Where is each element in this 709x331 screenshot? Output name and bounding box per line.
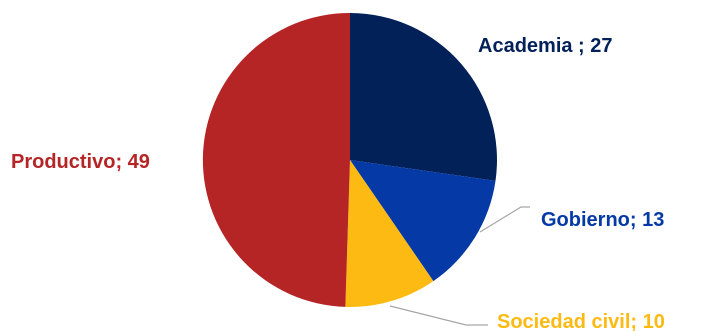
leader-line-gobierno	[479, 206, 530, 233]
data-label-academia: Academia ; 27	[478, 35, 613, 57]
pie-slices	[202, 12, 497, 308]
data-label-sociedad-civil: Sociedad civil; 10	[497, 311, 665, 331]
pie-slice-academia	[350, 13, 497, 181]
leader-lines	[389, 206, 530, 326]
pie-slice-sociedad-civil	[345, 160, 434, 308]
data-label-productivo: Productivo; 49	[11, 151, 150, 173]
pie-slice-gobierno	[350, 160, 496, 282]
pie-slice-productivo	[202, 12, 350, 307]
data-label-gobierno: Gobierno; 13	[541, 209, 664, 231]
leader-line-sociedad-civil	[389, 305, 488, 326]
